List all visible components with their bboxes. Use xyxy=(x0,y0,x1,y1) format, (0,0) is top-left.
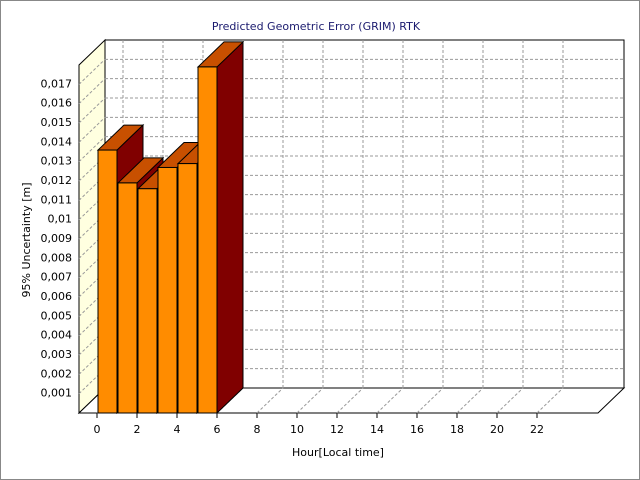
bar xyxy=(97,149,118,414)
x-axis-label: Hour[Local time] xyxy=(292,446,384,459)
y-tick-label: 0,011 xyxy=(41,193,73,206)
grid-line xyxy=(78,58,106,85)
y-tick-label: 0,002 xyxy=(41,367,73,380)
bar xyxy=(157,166,178,414)
x-tick-label: 20 xyxy=(490,423,504,436)
x-tick-label: 22 xyxy=(530,423,544,436)
y-tick-label: 0,015 xyxy=(41,116,73,129)
y-tick-label: 0,01 xyxy=(48,213,73,226)
y-tick-label: 0,017 xyxy=(41,77,73,90)
x-tick-label: 12 xyxy=(330,423,344,436)
bar-side xyxy=(216,40,244,415)
chart-title: Predicted Geometric Error (GRIM) RTK xyxy=(212,20,421,33)
bar xyxy=(137,188,158,414)
x-tick-label: 8 xyxy=(254,423,261,436)
y-tick-label: 0,001 xyxy=(41,387,73,400)
x-tick-label: 16 xyxy=(410,423,424,436)
y-tick-label: 0,005 xyxy=(41,309,73,322)
x-tick-label: 14 xyxy=(370,423,384,436)
x-tick-label: 18 xyxy=(450,423,464,436)
x-tick-label: 4 xyxy=(174,423,181,436)
x-tick-label: 0 xyxy=(94,423,101,436)
y-axis-label: 95% Uncertainty [m] xyxy=(20,182,33,297)
grid-line xyxy=(78,116,106,143)
y-tick-label: 0,008 xyxy=(41,251,73,264)
y-tick-label: 0,006 xyxy=(41,290,73,303)
grid-line xyxy=(296,387,324,414)
y-tick-label: 0,004 xyxy=(41,329,73,342)
grid-line xyxy=(336,387,364,414)
x-tick-label: 6 xyxy=(214,423,221,436)
bar xyxy=(117,182,138,414)
y-tick-label: 0,009 xyxy=(41,232,73,245)
grid-line xyxy=(456,387,484,414)
y-tick-label: 0,016 xyxy=(41,97,73,110)
y-tick-label: 0,013 xyxy=(41,155,73,168)
y-tick-label: 0,012 xyxy=(41,174,73,187)
grid-line xyxy=(78,97,106,124)
bar xyxy=(197,66,218,414)
y-tick-label: 0,007 xyxy=(41,271,73,284)
grid-line xyxy=(78,136,106,163)
y-tick-label: 0,014 xyxy=(41,135,73,148)
grid-line xyxy=(78,78,106,105)
x-tick-label: 2 xyxy=(134,423,141,436)
grid-line xyxy=(256,387,284,414)
grid-line xyxy=(376,387,404,414)
bar xyxy=(177,163,198,414)
grid-line xyxy=(536,387,564,414)
grid-line xyxy=(496,387,524,414)
x-tick-label: 10 xyxy=(290,423,304,436)
grid-line xyxy=(416,387,444,414)
y-tick-label: 0,003 xyxy=(41,348,73,361)
